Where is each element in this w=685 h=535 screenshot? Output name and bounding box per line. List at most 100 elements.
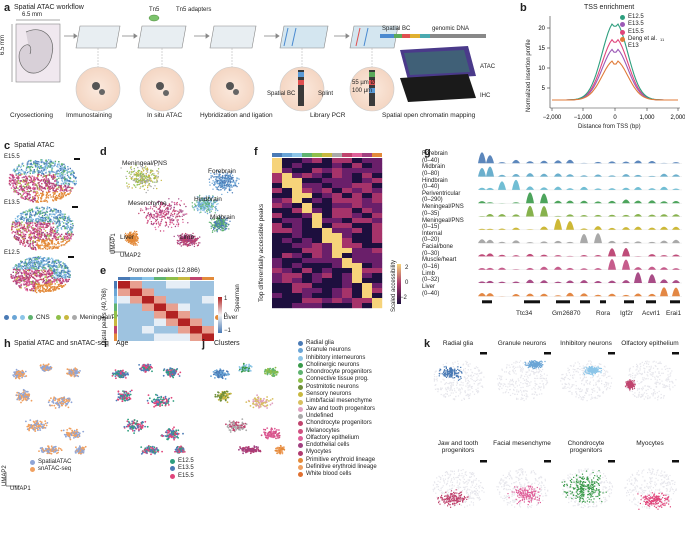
track-name: Meningeal/PNS [422, 217, 464, 224]
f-cell [352, 248, 363, 254]
f-scale [397, 264, 401, 304]
panel-j-title: Clusters [214, 340, 240, 347]
f-cell [312, 198, 323, 204]
f-cell [322, 283, 333, 289]
e-cell [190, 281, 202, 289]
e-cell [190, 333, 202, 341]
f-cell [332, 238, 343, 244]
panel-g: g Forebrain (0–40) Midbrain (0–80) Hindbrain… [420, 140, 685, 318]
f-cell [332, 248, 343, 254]
track-name: Liver [422, 284, 436, 290]
f-colbar [332, 153, 342, 157]
f-cell [312, 163, 323, 169]
f-cell [352, 233, 363, 239]
tss-ytick-label: 5 [542, 86, 546, 92]
cluster-mesenchyme: Mesenchyme [128, 200, 167, 207]
tss-legend-item: E12.5 [620, 14, 664, 21]
f-cell [292, 253, 303, 259]
tss-xtick-label: 2,000 [670, 115, 685, 121]
f-cell [322, 233, 333, 239]
scale-bar [672, 352, 679, 355]
track-range: (0–290) [422, 197, 443, 204]
f-cell [272, 253, 283, 259]
f-cell [272, 198, 283, 204]
f-cell [322, 278, 333, 284]
e-cell [130, 318, 142, 326]
umap-cluster-5 [124, 230, 139, 246]
f-cell [282, 228, 293, 234]
track-range: (0–35) [422, 210, 440, 217]
legend-label: Undefined [306, 412, 334, 419]
f-cell [282, 253, 293, 259]
f-cell [352, 238, 363, 244]
e-cell [142, 318, 154, 326]
f-cell [362, 228, 373, 234]
tss-xtick-label: −2,000 [543, 115, 562, 121]
f-cell [302, 283, 313, 289]
track-7 [478, 233, 682, 244]
f-cell [332, 233, 343, 239]
f-cell [282, 273, 293, 279]
sample-e12: E12.5 [4, 250, 20, 256]
e-rowbar [114, 288, 117, 296]
legend-label: Chondrocyte progenitors [306, 369, 372, 376]
legend-swatch [71, 315, 77, 321]
f-cell [372, 223, 383, 229]
sample-e13: E13.5 [4, 200, 20, 206]
f-cell [342, 278, 353, 284]
h-cluster-2 [39, 363, 53, 372]
track-name: Meningeal/PNS [422, 204, 464, 211]
f-cell [272, 173, 283, 179]
e-cell [178, 288, 190, 296]
f-cell [302, 253, 313, 259]
dim-top: 6.5 mm [22, 12, 43, 18]
f-cell [282, 213, 293, 219]
f-cell [342, 288, 353, 294]
f-cell [282, 268, 293, 274]
h-cluster-8 [38, 445, 63, 455]
i-cluster-8 [140, 445, 163, 456]
f-cell [272, 168, 283, 174]
tss-legend-label: E12.5 [628, 14, 644, 20]
track-range: (0–80) [422, 170, 440, 177]
track-name: Forebrain [422, 151, 448, 157]
pore-label: 55 µm Ø [352, 80, 376, 86]
legend-item: Connective tissue prog. [298, 376, 377, 383]
f-cell [332, 258, 343, 264]
f-cell [292, 158, 303, 164]
f-cell [342, 258, 353, 264]
legend-label: Endothelial cells [306, 442, 350, 449]
f-cell [282, 258, 293, 264]
legend-label: E13.5 [178, 465, 194, 472]
f-cell [282, 233, 293, 239]
legend-item: Sensory neurons [298, 391, 377, 398]
e-rowbar [114, 281, 117, 289]
legend-item: Granule neurons [298, 347, 377, 354]
f-cell [352, 223, 363, 229]
f-cell [332, 303, 343, 309]
f-cell [312, 158, 323, 164]
f-cell [272, 288, 283, 294]
f-cell [342, 268, 353, 274]
depth-label: 100 µm [352, 88, 373, 94]
cluster-hindbrain: Hindbrain [194, 196, 222, 203]
f-cell [322, 198, 333, 204]
legend-item: Inhibitory interneurons [298, 355, 377, 362]
e-cell [202, 318, 214, 326]
i-cluster-9 [174, 445, 186, 454]
umap-cluster-2 [208, 169, 240, 196]
track-range: (0–40) [422, 290, 440, 297]
f-cell [312, 178, 323, 184]
f-cell [362, 263, 373, 269]
f-cell [312, 193, 323, 199]
f-cell [362, 223, 373, 229]
f-cell [322, 243, 333, 249]
f-cell [302, 298, 313, 304]
e-cell [178, 333, 190, 341]
f-cell [272, 298, 283, 304]
e-cell [118, 296, 130, 304]
legend-swatch [298, 370, 303, 376]
gene-ttc34: Ttc34 [516, 310, 533, 317]
f-colbar [292, 153, 302, 157]
legend-label: Inhibitory interneurons [306, 354, 366, 361]
